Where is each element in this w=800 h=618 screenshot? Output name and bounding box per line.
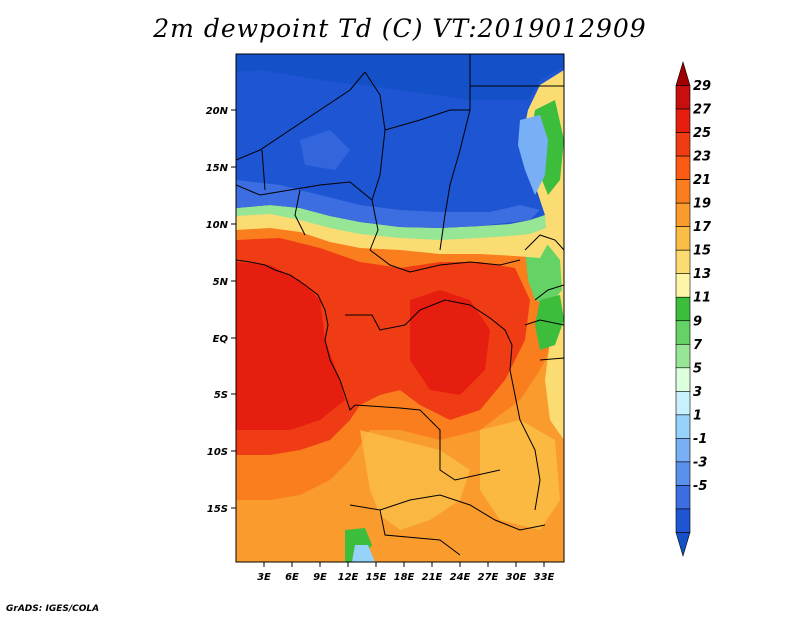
colorbar-label: 9 (693, 314, 702, 329)
lon-label-21e: 21E (422, 572, 443, 583)
colorbar-label: -5 (693, 479, 707, 494)
lon-label-9e: 9E (313, 572, 327, 583)
lon-tick-marks (263, 562, 545, 567)
colorbar-label: -1 (693, 432, 707, 447)
colorbar-segment (675, 132, 691, 157)
lat-label-10n: 10N (206, 220, 229, 231)
colorbar-segment (675, 179, 691, 204)
lon-label-3e: 3E (257, 572, 271, 583)
colorbar-label: 19 (693, 197, 711, 212)
colorbar-label: 1 (693, 408, 702, 423)
colorbar-segment (675, 343, 691, 369)
colorbar-segment (675, 532, 691, 558)
colorbar-segment (675, 508, 691, 533)
colorbar-label: 29 (693, 79, 711, 94)
colorbar-segment (675, 85, 691, 110)
country-borders (236, 54, 564, 556)
lat-label-15n: 15N (206, 163, 229, 174)
colorbar-segment (675, 296, 691, 322)
lon-label-6e: 6E (285, 572, 299, 583)
colorbar-segment (675, 155, 691, 180)
colorbar (675, 60, 691, 558)
lon-label-18e: 18E (394, 572, 415, 583)
colorbar-label: 5 (693, 361, 702, 376)
colorbar-label: -3 (693, 455, 707, 470)
colorbar-label: 13 (693, 267, 711, 282)
colorbar-segment (675, 485, 691, 510)
lat-label-15s: 15S (207, 504, 228, 515)
lon-label-12e: 12E (338, 572, 359, 583)
lat-label-10s: 10S (207, 447, 228, 458)
colorbar-segment (675, 391, 691, 416)
colorbar-segment (675, 414, 691, 439)
colorbar-segment (675, 60, 691, 86)
colorbar-segment (675, 461, 691, 486)
colorbar-labels: 29 27 25 23 21 19 17 15 13 11 9 7 5 3 1 … (693, 79, 712, 494)
colorbar-label: 25 (693, 126, 711, 141)
colorbar-label: 17 (693, 220, 712, 235)
lat-label-20n: 20N (206, 106, 229, 117)
lon-label-33e: 33E (534, 572, 555, 583)
colorbar-segment (675, 108, 691, 133)
colorbar-segment (675, 367, 691, 392)
colorbar-segment (675, 273, 691, 298)
lon-label-15e: 15E (366, 572, 387, 583)
colorbar-segment (675, 249, 691, 275)
lon-label-27e: 27E (478, 572, 499, 583)
lon-label-30e: 30E (506, 572, 527, 583)
colorbar-segment (675, 202, 691, 227)
colorbar-label: 11 (693, 291, 711, 306)
dewpoint-field (236, 54, 564, 562)
colorbar-label: 7 (693, 338, 703, 353)
lon-label-24e: 24E (450, 572, 471, 583)
colorbar-label: 23 (693, 150, 711, 165)
lat-tick-marks (231, 109, 236, 509)
colorbar-label: 21 (693, 173, 711, 188)
colorbar-label: 3 (693, 385, 702, 400)
lat-label-5n: 5N (213, 277, 229, 288)
colorbar-segment (675, 320, 691, 345)
colorbar-label: 15 (693, 244, 711, 259)
colorbar-segment (675, 438, 691, 463)
map-title: 2m dewpoint Td (C) VT:2019012909 (153, 14, 647, 43)
lat-label-5s: 5S (214, 390, 228, 401)
map-frame (235, 53, 565, 563)
colorbar-label: 27 (693, 103, 712, 118)
grads-credit: GrADS: IGES/COLA (6, 604, 100, 614)
lat-label-eq: EQ (213, 334, 229, 345)
colorbar-segment (675, 226, 691, 251)
